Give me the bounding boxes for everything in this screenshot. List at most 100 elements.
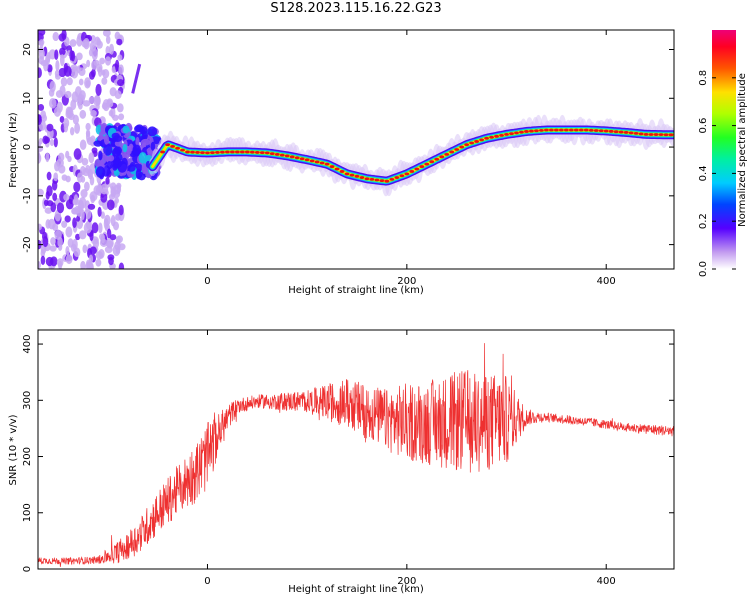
noise-blob bbox=[113, 221, 120, 231]
ridge-peak bbox=[205, 151, 210, 155]
noise-blob bbox=[101, 77, 108, 85]
spectrogram-y-ticks: -20 -10 0 10 20 bbox=[22, 43, 674, 253]
noise-blob bbox=[76, 65, 81, 74]
ridge-peak bbox=[269, 152, 275, 156]
noise-blob bbox=[46, 123, 54, 132]
ridge-peak bbox=[539, 128, 544, 132]
ridge-peak bbox=[229, 150, 235, 154]
ridge-peak bbox=[648, 133, 654, 136]
noise-blob bbox=[106, 161, 114, 170]
noise-blob bbox=[80, 260, 86, 269]
noise-blob bbox=[116, 38, 123, 46]
y-tick-label: 20 bbox=[22, 43, 33, 56]
noise-blob bbox=[64, 90, 72, 99]
y-tick-label: 100 bbox=[22, 503, 33, 522]
noise-blob bbox=[132, 144, 141, 156]
noise-blob bbox=[105, 45, 110, 56]
noise-blob bbox=[72, 114, 79, 125]
noise-blob bbox=[108, 193, 116, 200]
ridge-peak bbox=[499, 133, 504, 137]
noise-blob bbox=[97, 66, 103, 77]
x-tick-label: 0 bbox=[204, 576, 210, 587]
noise-blob bbox=[49, 245, 57, 252]
page-title: S128.2023.115.16.22.G23 bbox=[270, 1, 442, 16]
noise-blob bbox=[65, 198, 74, 210]
ridge-peak bbox=[469, 141, 475, 145]
ridge-peak bbox=[384, 179, 390, 183]
noise-blob bbox=[59, 85, 66, 97]
noise-blob bbox=[87, 168, 94, 180]
noise-blob bbox=[74, 122, 81, 134]
ridge-peak bbox=[344, 172, 350, 176]
noise-blob bbox=[93, 140, 103, 147]
noise-blob bbox=[88, 96, 95, 104]
x-tick-label: 200 bbox=[397, 576, 416, 587]
ridge-peak bbox=[593, 129, 599, 132]
noise-blob bbox=[46, 171, 52, 181]
noise-blob bbox=[147, 126, 158, 137]
x-tick-label: 0 bbox=[204, 276, 210, 287]
noise-blob bbox=[115, 247, 121, 255]
noise-blob bbox=[142, 130, 148, 140]
noise-blob bbox=[95, 103, 100, 111]
noise-blob bbox=[72, 198, 80, 206]
noise-blob bbox=[90, 194, 96, 204]
noise-blob bbox=[114, 197, 119, 204]
noise-blob bbox=[118, 204, 124, 216]
ridge-peak bbox=[548, 128, 554, 132]
noise-blob bbox=[38, 114, 42, 125]
ridge-peak bbox=[414, 167, 420, 171]
ridge-peak bbox=[553, 128, 559, 132]
noise-blob bbox=[80, 189, 88, 198]
ridge-peak bbox=[309, 159, 315, 163]
spectrogram-x-label: Height of straight line (km) bbox=[288, 285, 424, 296]
noise-blob bbox=[70, 99, 77, 111]
noise-blob bbox=[86, 59, 91, 68]
noise-blob bbox=[49, 139, 55, 146]
ridge-peak bbox=[479, 138, 485, 142]
ridge-peak bbox=[529, 129, 534, 133]
noise-blob bbox=[103, 134, 109, 145]
ridge-peak bbox=[389, 177, 395, 181]
ridge-peak bbox=[195, 151, 200, 154]
noise-blob bbox=[40, 255, 46, 265]
noise-blob bbox=[57, 236, 63, 248]
ridge-peak bbox=[339, 170, 345, 173]
noise-blob bbox=[38, 145, 44, 152]
noise-blob bbox=[122, 143, 128, 153]
noise-blob bbox=[78, 78, 84, 86]
noise-blob bbox=[45, 191, 50, 200]
noise-blob bbox=[83, 37, 90, 50]
noise-blob bbox=[118, 64, 124, 75]
ridge-peak bbox=[359, 176, 365, 179]
noise-blob bbox=[131, 63, 142, 94]
noise-blob bbox=[72, 217, 77, 229]
noise-blob bbox=[76, 215, 81, 222]
ridge-peak bbox=[668, 133, 674, 137]
noise-blob bbox=[103, 214, 111, 226]
x-tick-label: 200 bbox=[397, 276, 416, 287]
noise-blob bbox=[90, 109, 97, 117]
ridge-peak bbox=[558, 128, 564, 132]
noise-blob bbox=[58, 152, 65, 162]
ridge-peak bbox=[578, 128, 584, 132]
noise-blob bbox=[115, 213, 121, 221]
ridge-peak bbox=[160, 150, 166, 154]
noise-blob bbox=[45, 219, 51, 229]
noise-blob bbox=[76, 96, 82, 107]
noise-blob bbox=[103, 143, 113, 156]
noise-blob bbox=[76, 35, 83, 47]
ridge-peak bbox=[534, 129, 539, 133]
ridge-peak bbox=[299, 157, 305, 161]
ridge-peak bbox=[239, 150, 245, 154]
noise-blob bbox=[94, 94, 101, 104]
ridge-peak bbox=[215, 151, 220, 154]
noise-blob bbox=[43, 136, 51, 144]
noise-blob bbox=[40, 248, 46, 258]
spectrogram-frame bbox=[37, 29, 675, 270]
noise-blob bbox=[82, 100, 91, 107]
noise-blob bbox=[54, 49, 59, 61]
noise-blob bbox=[78, 230, 87, 240]
noise-blob bbox=[53, 137, 58, 148]
y-tick-label: 0 bbox=[22, 144, 33, 150]
